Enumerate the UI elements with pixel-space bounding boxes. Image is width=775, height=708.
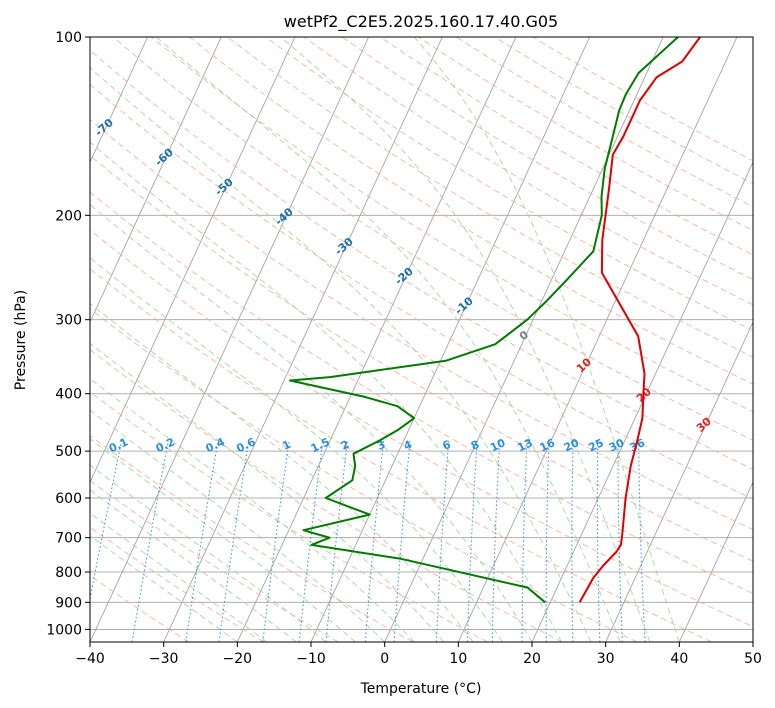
mixing-ratio-line (298, 440, 324, 642)
mixing-ratio-line (218, 440, 250, 642)
background-lines (90, 37, 753, 642)
mixing-ratio-line (364, 440, 385, 642)
x-tick-label: −20 (223, 651, 253, 667)
dry-adiabat-line (90, 308, 638, 642)
isotherm-line (90, 37, 148, 164)
moist-adiabat-line (90, 67, 592, 642)
dry-adiabat-line (90, 83, 753, 500)
x-tick-label: −40 (75, 651, 105, 667)
mixing-ratio-line (325, 440, 348, 642)
x-axis: −40 −30 −20 −10 0 10 20 30 40 50 (75, 642, 762, 667)
plot-frame (89, 36, 754, 643)
chart-title: wetPf2_C2E5.2025.160.17.40.G05 (284, 12, 558, 32)
mixing-ratio-line (521, 440, 528, 642)
isotherm-line (90, 37, 222, 324)
y-tick-label: 100 (55, 30, 82, 46)
moist-adiabat-line (90, 409, 386, 642)
isotherm-line (605, 321, 753, 642)
mixing-ratio-line (467, 440, 478, 642)
mixing-ratio-line (545, 440, 550, 642)
y-tick-label: 400 (55, 387, 82, 403)
dry-adiabat-line (90, 229, 753, 628)
y-tick-label: 600 (55, 491, 82, 507)
y-tick-label: 300 (55, 313, 82, 329)
isotherm-line (163, 37, 443, 642)
moist-adiabat-line (90, 535, 238, 642)
x-tick-label: 0 (380, 651, 389, 667)
moist-adiabat-line (280, 37, 651, 642)
mixing-ratio-line (617, 440, 623, 642)
y-tick-label: 800 (55, 565, 82, 581)
mixing-ratio-label: 30 (607, 436, 627, 454)
mixing-ratio-label: 20 (562, 436, 582, 454)
mixing-ratio-label: 16 (538, 436, 558, 454)
y-tick-label: 900 (55, 595, 82, 611)
mixing-ratio-line (596, 440, 601, 642)
mixing-ratio-label: 36 (628, 436, 648, 454)
mixing-ratio-label: 10 (488, 436, 508, 454)
x-tick-label: 20 (523, 651, 541, 667)
isotherm-line (457, 37, 738, 642)
mixing-ratio-line (185, 440, 219, 642)
profile-lines (289, 37, 701, 604)
y-axis: 100 200 300 400 500 600 700 800 900 1000 (46, 30, 90, 638)
dry-adiabat-line (90, 118, 753, 531)
mixing-ratio-line (491, 440, 501, 642)
dry-adiabat-line (303, 37, 753, 306)
x-tick-label: 30 (597, 651, 615, 667)
dry-adiabat-line (90, 154, 753, 562)
dry-adiabat-line (90, 349, 563, 642)
y-tick-label: 500 (55, 444, 82, 460)
x-tick-label: 10 (449, 651, 467, 667)
x-tick-label: 50 (744, 651, 762, 667)
moist-adiabat-line (413, 37, 680, 642)
mixing-ratio-line (131, 440, 169, 642)
moist-adiabat-line (90, 438, 356, 642)
mixing-ratio-label: 25 (586, 436, 605, 454)
mixing-ratio-label: 13 (515, 436, 534, 454)
dry-adiabat-line (189, 37, 753, 385)
mixing-ratio-line (435, 440, 450, 642)
mixing-ratio-line (393, 440, 411, 642)
isotherm-line (678, 481, 753, 642)
isotherm-line (236, 37, 517, 642)
isotherm-line (384, 37, 664, 642)
moist-adiabat-line (90, 204, 533, 642)
mixing-ratio-line (571, 440, 574, 642)
mixing-ratio-line (262, 440, 290, 642)
x-tick-label: −10 (296, 651, 326, 667)
dry-adiabat-line (150, 37, 753, 413)
dry-adiabat-line (90, 391, 488, 642)
x-axis-label: Temperature (°C) (360, 681, 482, 697)
x-tick-label: −30 (149, 651, 179, 667)
isotherm-line (90, 37, 296, 483)
isotherm-line (531, 161, 753, 642)
moist-adiabat-line (90, 512, 268, 642)
mixing-ratio-line (638, 440, 646, 642)
dewpoint-line (289, 37, 679, 604)
temperature-line (578, 37, 701, 603)
moist-adiabat-line (156, 37, 621, 642)
y-axis-label: Pressure (hPa) (13, 290, 29, 390)
y-tick-label: 1000 (46, 622, 82, 638)
dry-adiabat-line (90, 435, 414, 642)
moist-adiabat-line (90, 302, 474, 642)
isotherm-line (90, 37, 369, 642)
dry-adiabat-line (90, 480, 339, 642)
y-tick-label: 700 (55, 531, 82, 547)
y-tick-label: 200 (55, 208, 82, 224)
moist-adiabat-line (90, 257, 503, 642)
moist-adiabat-line (90, 141, 562, 642)
x-tick-label: 40 (670, 651, 688, 667)
